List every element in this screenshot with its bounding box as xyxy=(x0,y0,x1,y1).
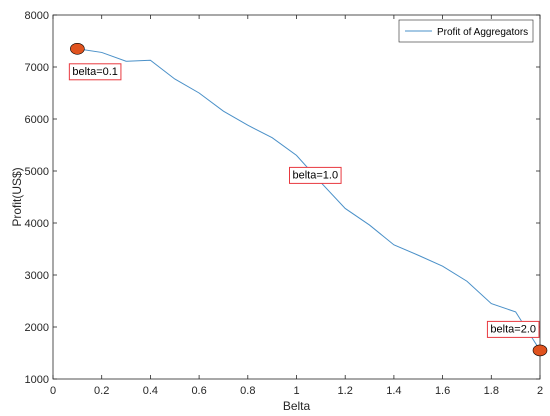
annotation-box xyxy=(486,320,540,338)
y-tick-label: 2000 xyxy=(25,322,49,334)
legend-entry-profit-of-aggregators: Profit of Aggregators xyxy=(437,27,528,38)
y-tick-label: 7000 xyxy=(25,62,49,74)
y-tick-label: 5000 xyxy=(25,166,49,178)
x-tick-label: 0 xyxy=(50,385,56,397)
annotation-box xyxy=(289,166,342,184)
x-tick-label: 0.2 xyxy=(94,385,109,397)
x-axis-ticks: 0 0.2 0.4 0.6 0.8 1 1.2 1.4 1.6 1.8 2 xyxy=(50,15,543,397)
x-tick-label: 1.4 xyxy=(386,385,401,397)
x-axis-title: Belta xyxy=(283,399,311,413)
annotation-label: belta=1.0 xyxy=(293,169,339,181)
y-axis-ticks: 1000 2000 3000 4000 5000 6000 7000 8000 xyxy=(25,10,540,386)
x-tick-label: 0.4 xyxy=(143,385,158,397)
x-tick-label: 0.6 xyxy=(191,385,206,397)
highlight-marker xyxy=(70,42,85,55)
annotation-label: belta=2.0 xyxy=(490,323,536,335)
x-tick-label: 1.8 xyxy=(484,385,499,397)
y-tick-label: 8000 xyxy=(25,10,49,22)
y-tick-label: 1000 xyxy=(25,374,49,386)
legend: Profit of Aggregators xyxy=(398,19,534,43)
legend-box xyxy=(398,19,534,43)
y-tick-label: 4000 xyxy=(25,218,49,230)
x-tick-label: 2 xyxy=(537,385,543,397)
x-tick-label: 1 xyxy=(293,385,299,397)
highlight-marker xyxy=(532,344,548,357)
annotation-belta: belta=2.0 xyxy=(486,320,540,338)
annotation-label: belta=0.1 xyxy=(72,66,118,78)
x-tick-label: 0.8 xyxy=(240,385,255,397)
marker-layer xyxy=(70,42,548,357)
plot-area xyxy=(52,14,541,380)
y-axis-title: Profit(US$) xyxy=(10,167,24,226)
annotation-box xyxy=(68,63,122,81)
annotation-layer: belta=0.1 belta=1.0 belta=2.0 xyxy=(68,63,540,338)
annotation-belta: belta=0.1 xyxy=(68,63,122,81)
y-tick-label: 6000 xyxy=(25,114,49,126)
x-tick-label: 1.2 xyxy=(338,385,353,397)
annotation-belta: belta=1.0 xyxy=(289,166,342,184)
x-tick-label: 1.6 xyxy=(435,385,450,397)
y-tick-label: 3000 xyxy=(25,270,49,282)
